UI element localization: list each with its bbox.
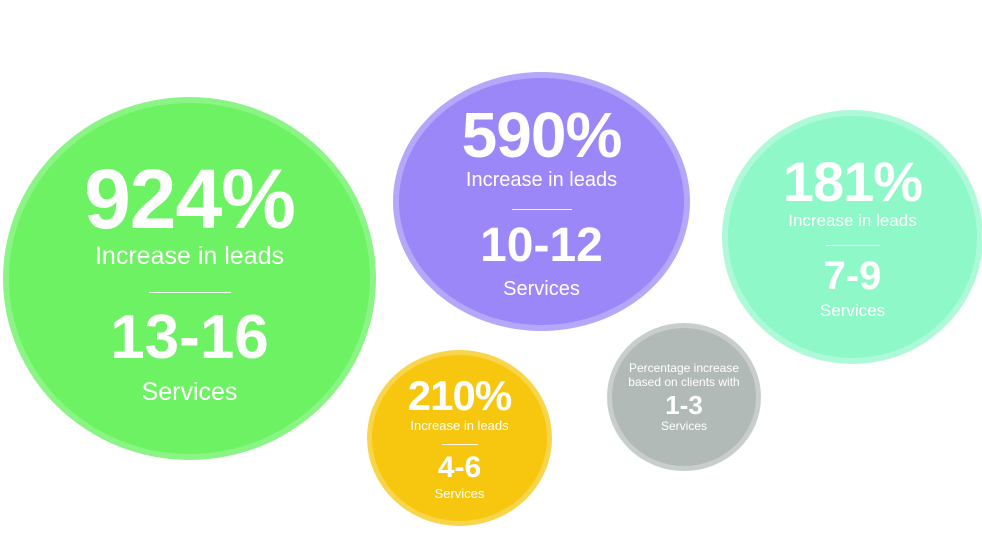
bubble-range-label: Services (141, 378, 238, 406)
bubble-value-label: Increase in leads (94, 241, 284, 270)
divider (825, 244, 880, 246)
bubble-value: 210% (407, 372, 512, 420)
bubble-13-16-services: 924% Increase in leads 13-16 Services (3, 97, 376, 460)
bubble-value-label: Increase in leads (788, 210, 917, 230)
divider (441, 443, 478, 445)
bubble-range-label: Services (819, 300, 886, 320)
bubble-value: 181% (782, 149, 923, 213)
bubble-range: 4-6 (437, 450, 482, 484)
bubble-range-label: Services (434, 485, 485, 501)
bubble-range: 13-16 (110, 303, 269, 372)
note-bubble: Percentage increase based on clients wit… (607, 323, 761, 471)
divider (511, 209, 572, 210)
bubble-value: 924% (84, 151, 296, 246)
bubble-range: 10-12 (480, 219, 603, 272)
bubble-value-label: Increase in leads (465, 169, 618, 191)
bubble-7-9-services: 181% Increase in leads 7-9 Services (722, 110, 982, 364)
note-range: 1-3 (665, 389, 703, 420)
bubble-value: 590% (461, 99, 623, 171)
note-line-1: Percentage increase (628, 361, 740, 376)
bubble-4-6-services: 210% Increase in leads 4-6 Services (367, 350, 552, 526)
note-line-2: based on clients with (628, 375, 740, 390)
bubble-range-label: Services (503, 278, 580, 300)
bubble-10-12-services: 590% Increase in leads 10-12 Services (393, 72, 690, 331)
bubble-value-label: Increase in leads (410, 418, 509, 434)
note-range-label: Services (660, 418, 707, 433)
divider (148, 292, 231, 293)
bubble-range: 7-9 (823, 253, 882, 298)
